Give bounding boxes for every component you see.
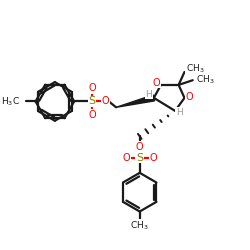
Text: H: H <box>176 108 183 116</box>
Text: O: O <box>153 78 160 88</box>
Text: O: O <box>122 152 130 162</box>
Text: S: S <box>88 96 96 106</box>
Text: O: O <box>136 142 143 152</box>
Text: O: O <box>102 96 109 106</box>
Text: O: O <box>88 83 96 93</box>
Text: CH$_3$: CH$_3$ <box>196 74 215 86</box>
Text: O: O <box>186 92 193 102</box>
Text: S: S <box>136 152 143 162</box>
Text: H: H <box>145 90 152 99</box>
Text: H$_3$C: H$_3$C <box>1 95 20 108</box>
Text: CH$_3$: CH$_3$ <box>186 63 204 75</box>
Polygon shape <box>116 95 154 107</box>
Text: CH$_3$: CH$_3$ <box>130 220 149 232</box>
Text: O: O <box>149 152 157 162</box>
Text: O: O <box>88 110 96 120</box>
